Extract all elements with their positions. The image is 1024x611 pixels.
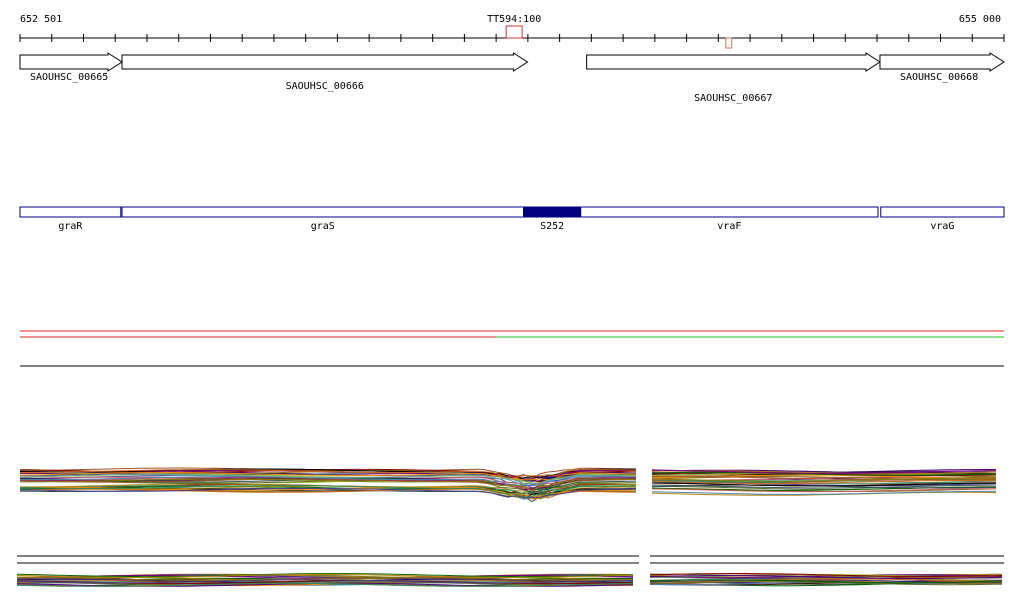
locus-label: SAOUHSC_00667 [694,93,772,104]
locus-arrow[interactable] [586,52,881,72]
expression-profile-line [651,471,997,476]
gene-label: vraF [717,221,741,232]
locus-label: SAOUHSC_00666 [286,81,364,92]
expression-profile-line [16,574,634,578]
expression-profile-line [651,480,997,484]
gene-bar[interactable] [880,206,1005,218]
expression-profile-line [17,577,634,581]
expression-profile-line [16,579,634,584]
expression-profiles-lower [16,555,1004,587]
expression-profile-line [649,575,1003,579]
marker-box[interactable] [505,25,523,39]
marker-label: TT594:100 [487,14,541,25]
locus-track: SAOUHSC_00665 SAOUHSC_00666 SAOUHSC_00667 S… [19,52,1005,104]
gene-label: S252 [540,221,564,232]
expression-profile-line [19,485,637,498]
gene-bar[interactable] [19,206,122,218]
expression-profiles-upper [19,467,997,503]
expression-profile-line [19,468,636,480]
expression-profile-line [19,467,637,480]
gene-bar[interactable] [523,206,582,218]
expression-profile-line [20,478,637,492]
expression-profile-line [651,477,997,482]
expression-profile-line [649,579,1003,584]
gene-track: graR graS S252 vraF vraG [19,206,1005,232]
gene-label: graS [311,221,335,232]
expression-profile-line [19,469,637,479]
gene-label: graR [58,221,83,232]
expression-profile-line [651,482,997,487]
expression-profile-line [651,476,997,481]
expression-profile-line [651,490,996,495]
expression-profile-line [16,573,634,578]
expression-profile-line [652,469,997,474]
ruler-start-label: 652 501 [20,14,62,25]
expression-profile-line [16,582,634,587]
small-marker[interactable] [725,37,733,49]
locus-arrow[interactable] [121,52,529,72]
expression-profile-line [651,480,997,485]
coordinate-ruler: 652 501 655 000 TT594:100 [19,14,1005,49]
gene-bar[interactable] [580,206,879,218]
locus-label: SAOUHSC_00665 [30,72,108,83]
expression-profile-line [649,573,1003,577]
gene-label: vraG [930,221,954,232]
strand-track [20,330,1004,367]
ruler-end-label: 655 000 [959,14,1001,25]
locus-arrow[interactable] [879,52,1005,72]
expression-profile-line [19,472,637,481]
locus-arrow[interactable] [19,52,123,72]
gene-bar[interactable] [121,206,525,218]
expression-profile-line [649,581,1003,586]
expression-profile-line [650,578,1003,583]
locus-label: SAOUHSC_00668 [900,72,978,83]
ruler-ticks [19,34,1005,42]
expression-profile-line [19,476,637,487]
expression-profile-line [19,473,637,484]
expression-profile-line [651,488,996,493]
expression-profile-line [651,484,997,489]
expression-profile-line [19,487,637,499]
